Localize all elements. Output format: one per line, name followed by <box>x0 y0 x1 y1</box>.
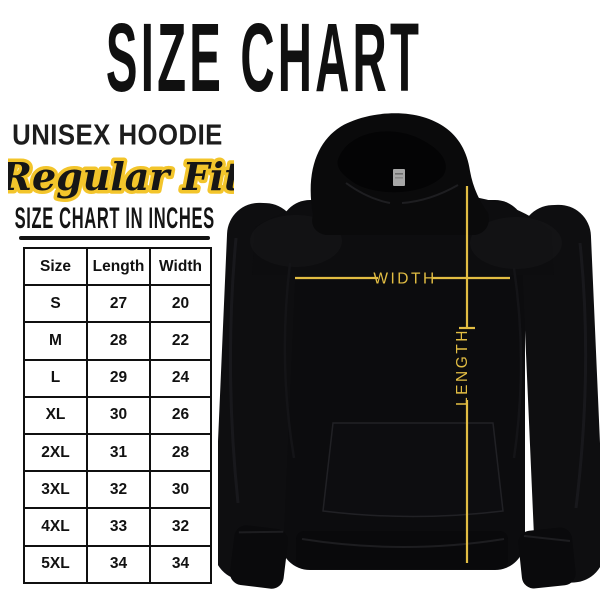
size-cell: XL <box>23 395 88 435</box>
size-cell: M <box>23 321 88 361</box>
table-row: XL 30 26 <box>23 395 212 435</box>
header-width: Width <box>149 246 212 287</box>
header-length: Length <box>86 246 151 287</box>
length-cell: 30 <box>86 395 151 435</box>
size-cell: 4XL <box>23 507 88 547</box>
length-line <box>459 186 475 563</box>
length-cell: 31 <box>86 432 151 473</box>
size-cell: S <box>23 284 88 324</box>
header-size: Size <box>23 246 88 287</box>
width-cell: 30 <box>149 470 212 510</box>
table-row: M 28 22 <box>23 321 212 361</box>
width-cell: 34 <box>149 544 212 584</box>
length-cell: 33 <box>86 507 151 547</box>
size-cell: 5XL <box>23 544 88 584</box>
product-name-text: UNISEX HOODIE <box>11 118 223 151</box>
hoodie-pocket <box>322 422 504 518</box>
units-heading-text: SIZE CHART IN INCHES <box>14 201 216 235</box>
width-cell: 22 <box>149 321 212 361</box>
length-cell: 32 <box>86 470 151 510</box>
fit-label: Regular Fit <box>8 154 234 199</box>
hoodie-left-sleeve <box>218 202 298 581</box>
length-label: LENGTH <box>454 328 471 406</box>
length-cell: 34 <box>86 544 151 584</box>
hood-interior <box>337 131 446 193</box>
table-row: 3XL 32 30 <box>23 470 212 510</box>
width-label: WIDTH <box>373 271 436 288</box>
hoodie-right-sleeve <box>520 204 600 583</box>
size-cell: 3XL <box>23 470 88 510</box>
units-underline <box>19 236 210 240</box>
table-row: 2XL 31 28 <box>23 432 212 473</box>
size-cell: L <box>23 358 88 398</box>
size-cell: 2XL <box>23 432 88 473</box>
length-cell: 28 <box>86 321 151 361</box>
table-row: L 29 24 <box>23 358 212 398</box>
width-cell: 28 <box>149 432 212 473</box>
page-title-text: SIZE CHART <box>105 2 423 113</box>
page-title: SIZE CHART <box>106 0 419 113</box>
width-cell: 32 <box>149 507 212 547</box>
hoodie-hem <box>296 531 508 569</box>
hoodie-graphic: WIDTH LENGTH <box>218 113 600 589</box>
hoodie-right-cuff <box>518 527 576 589</box>
units-heading: SIZE CHART IN INCHES <box>15 202 215 234</box>
table-row: S 27 20 <box>23 284 212 324</box>
fold-line <box>512 267 523 459</box>
fit-label-graphic: Regular Fit <box>8 151 234 203</box>
table-row: 4XL 33 32 <box>23 507 212 547</box>
width-cell: 26 <box>149 395 212 435</box>
size-chart-table: Size Length Width S 27 20 M 28 22 L 29 2… <box>23 246 212 584</box>
table-header-row: Size Length Width <box>23 246 212 287</box>
width-cell: 24 <box>149 358 212 398</box>
product-name: UNISEX HOODIE <box>11 118 223 151</box>
table-row: 5XL 34 34 <box>23 544 212 584</box>
neck-tag <box>393 169 405 186</box>
length-cell: 27 <box>86 284 151 324</box>
fold-line <box>283 262 296 459</box>
right-shoulder-highlight <box>470 217 562 269</box>
length-cell: 29 <box>86 358 151 398</box>
hoodie-left-cuff <box>229 525 289 589</box>
width-cell: 20 <box>149 284 212 324</box>
